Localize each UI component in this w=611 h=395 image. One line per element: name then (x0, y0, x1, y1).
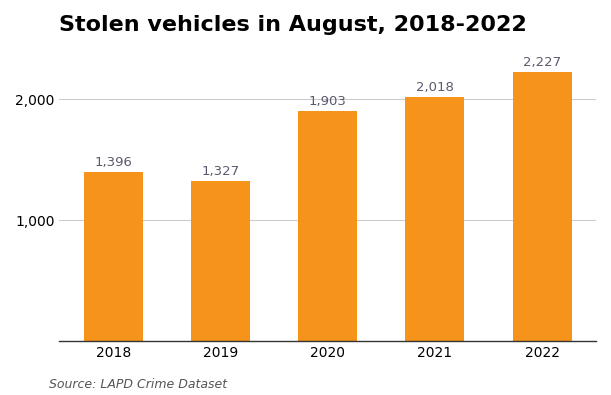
Bar (298, 111, 357, 341)
Text: 2,018: 2,018 (416, 81, 454, 94)
Text: 2,227: 2,227 (523, 56, 561, 69)
Bar (84, 173, 143, 341)
Text: Source: LAPD Crime Dataset: Source: LAPD Crime Dataset (49, 378, 227, 391)
Bar (191, 181, 250, 341)
Text: Stolen vehicles in August, 2018-2022: Stolen vehicles in August, 2018-2022 (59, 15, 527, 35)
Text: 1,396: 1,396 (94, 156, 132, 169)
Text: 1,903: 1,903 (309, 95, 346, 108)
Bar (513, 72, 572, 341)
Text: 1,327: 1,327 (202, 165, 240, 178)
Bar (406, 97, 464, 341)
